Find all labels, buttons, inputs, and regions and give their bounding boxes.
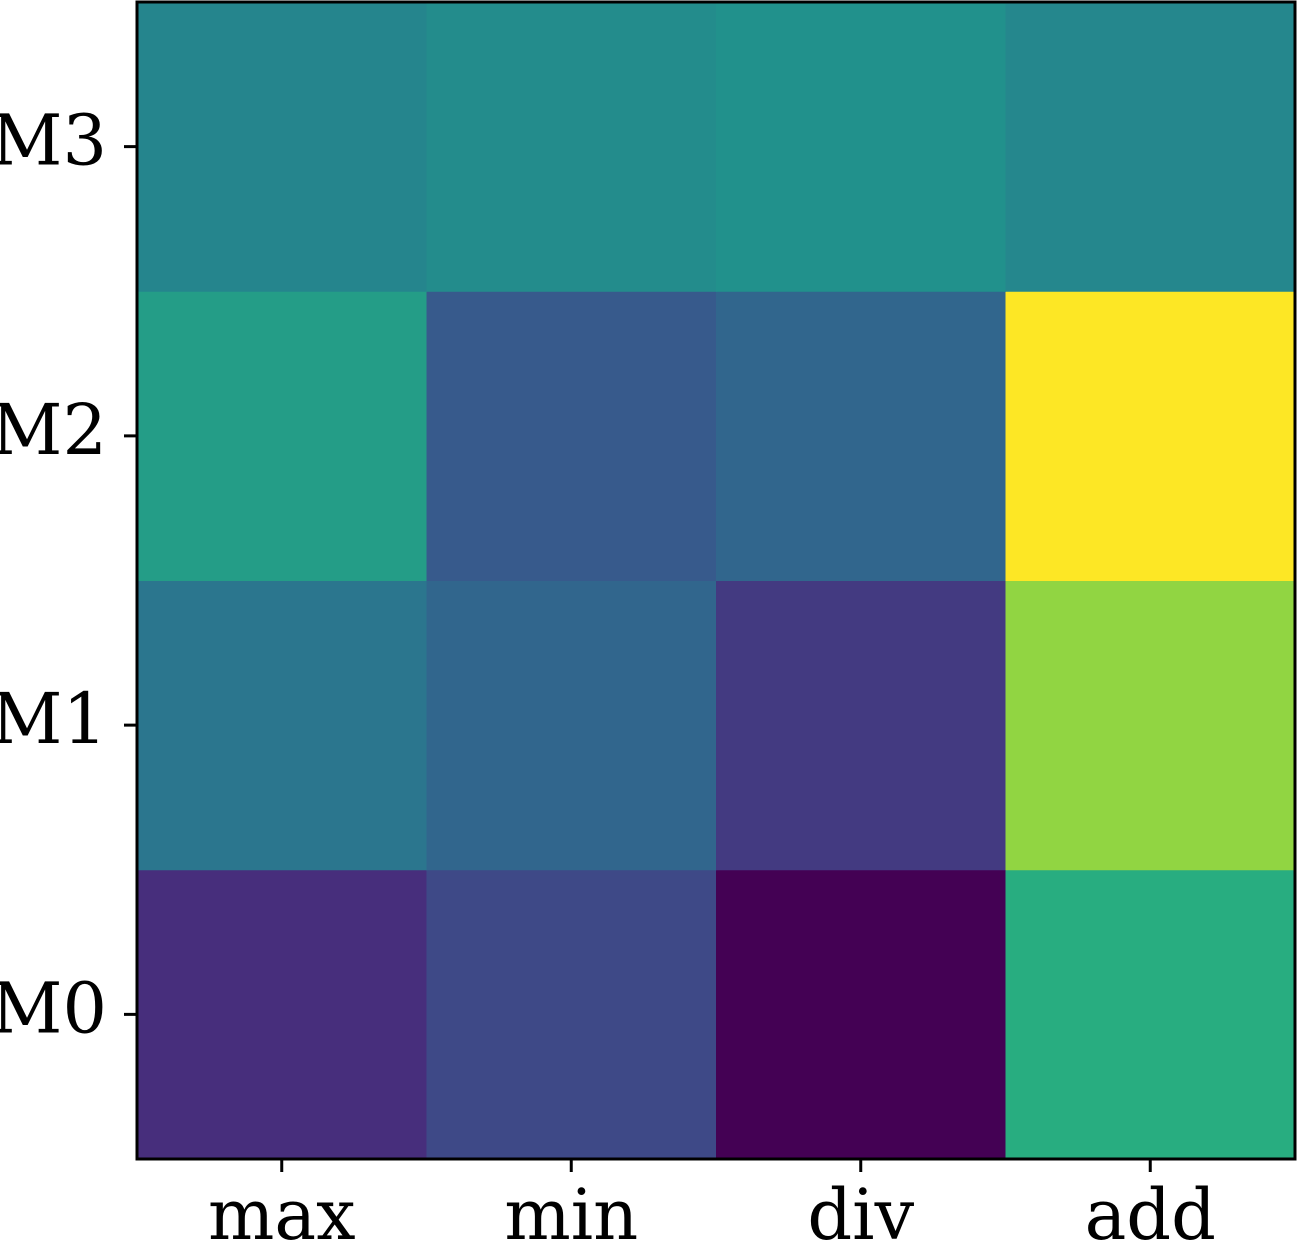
heatmap-cell xyxy=(137,291,427,581)
heatmap-cell xyxy=(1005,2,1296,292)
heatmap-cell xyxy=(1005,291,1296,581)
plot-frame xyxy=(135,0,1297,1161)
y-tick-label: M1 xyxy=(0,678,107,760)
heatmap-cell xyxy=(1005,580,1296,871)
heatmap-cell xyxy=(716,2,1006,292)
heatmap-cell xyxy=(137,869,427,1160)
y-tick-label: M3 xyxy=(0,100,107,182)
heatmap-cell xyxy=(137,2,427,292)
heatmap-cell xyxy=(716,291,1006,581)
heatmap-cell xyxy=(716,580,1006,871)
heatmap-cells xyxy=(137,2,1296,1160)
y-tick-label: M2 xyxy=(0,389,107,471)
x-tick-label: div xyxy=(807,1174,914,1246)
heatmap-cell xyxy=(426,291,717,581)
heatmap-cell xyxy=(716,869,1006,1160)
y-tick-label: M0 xyxy=(0,967,107,1049)
heatmap-cell xyxy=(1005,869,1296,1160)
heatmap-cell xyxy=(426,580,717,871)
heatmap-cell xyxy=(426,2,717,292)
heatmap-cell xyxy=(137,580,427,871)
x-tick-label: min xyxy=(504,1174,638,1246)
x-tick-label: add xyxy=(1085,1174,1216,1246)
x-tick-label: max xyxy=(208,1174,356,1246)
heatmap-cell xyxy=(426,869,717,1160)
